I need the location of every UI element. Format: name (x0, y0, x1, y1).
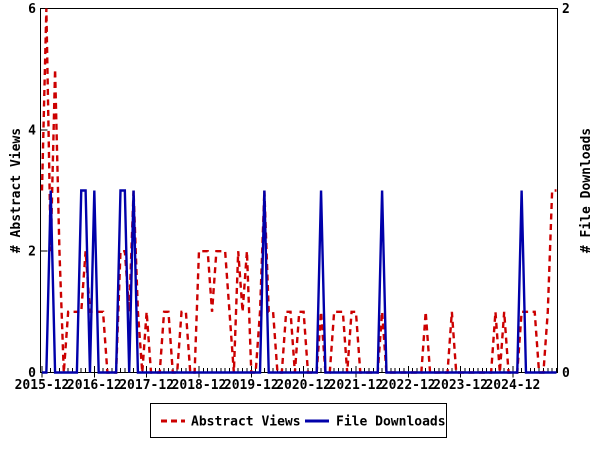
x-tick-label: 2022-12 (381, 378, 436, 393)
left-tick-label: 2 (28, 245, 36, 260)
x-tick-label: 2018-12 (172, 378, 227, 393)
legend-label: File Downloads (336, 415, 446, 430)
series-file-downloads (42, 189, 557, 374)
x-tick-label: 2024-12 (485, 378, 540, 393)
left-axis-title: # Abstract Views (9, 128, 24, 253)
x-tick-label: 2023-12 (433, 378, 488, 393)
right-tick-label: 0 (562, 366, 570, 381)
series-abstract-views (40, 8, 557, 374)
right-axis-title: # File Downloads (579, 128, 594, 253)
legend-box (150, 403, 447, 438)
x-tick-label: 2015-12 (15, 378, 70, 393)
left-tick-label: 0 (28, 366, 36, 381)
legend-label: Abstract Views (191, 415, 301, 430)
x-tick-label: 2017-12 (119, 378, 174, 393)
x-tick-label: 2021-12 (329, 378, 384, 393)
left-tick-label: 6 (28, 2, 36, 17)
x-tick-label: 2020-12 (276, 378, 331, 393)
right-tick-label: 2 (562, 2, 570, 17)
left-tick-label: 4 (28, 123, 36, 138)
x-tick-label: 2019-12 (224, 378, 279, 393)
x-tick-label: 2016-12 (67, 378, 122, 393)
